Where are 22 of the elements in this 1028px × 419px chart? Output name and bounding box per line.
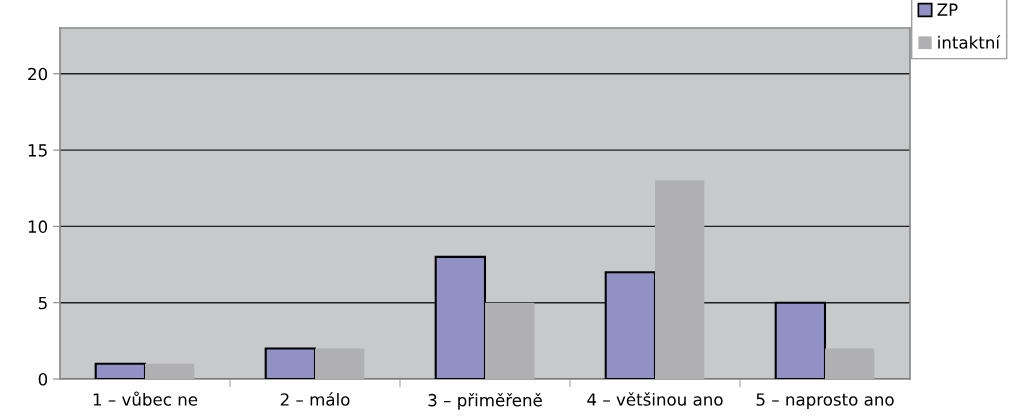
legend-label: intaktní <box>938 35 1001 49</box>
bar <box>485 302 535 379</box>
bar <box>774 301 827 379</box>
y-tick-label: 10 <box>28 220 48 233</box>
bar <box>94 362 147 379</box>
bar <box>145 363 195 379</box>
x-tick-label: 3 – přiměřeně <box>428 392 542 410</box>
bar <box>655 180 705 379</box>
bar <box>434 255 487 379</box>
bar <box>264 347 317 379</box>
y-tick-label: 15 <box>28 144 47 157</box>
bar <box>315 348 365 379</box>
x-tick-label: 2 – málo <box>280 392 350 406</box>
y-tick-label: 5 <box>38 296 47 310</box>
bar <box>604 271 657 379</box>
y-tick-label: 0 <box>38 372 48 386</box>
x-tick-label: 1 – vůbec ne <box>93 391 198 406</box>
legend-label: ZP <box>937 3 958 16</box>
y-tick-label: 20 <box>28 67 48 81</box>
x-tick-label: 5 – naprosto ano <box>756 393 894 410</box>
bar <box>825 348 875 379</box>
x-tick-label: 4 – většinou ano <box>587 392 723 406</box>
